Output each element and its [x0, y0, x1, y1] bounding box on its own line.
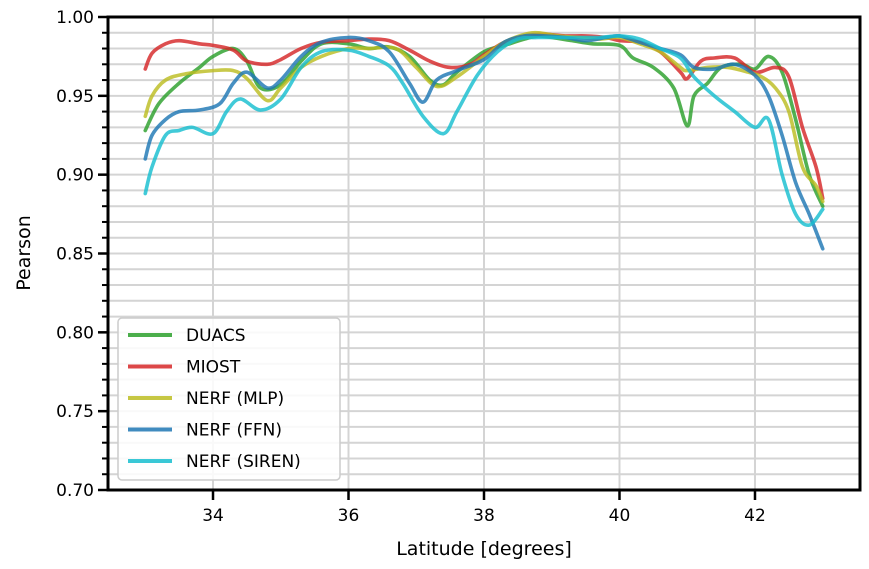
- legend-label: NERF (FFN): [186, 421, 282, 441]
- series-line-nerf-siren: [143, 34, 825, 228]
- x-tick-label: 42: [744, 506, 766, 526]
- y-tick-label: 0.70: [56, 481, 94, 501]
- x-tick-label: 34: [202, 506, 224, 526]
- y-tick-label: 0.95: [56, 87, 94, 107]
- legend-label: NERF (MLP): [186, 389, 284, 409]
- x-axis-label: Latitude [degrees]: [396, 538, 572, 560]
- y-tick-label: 0.90: [56, 166, 94, 186]
- series-line-nerf-ffn: [143, 33, 825, 251]
- series-layer: [143, 30, 825, 251]
- y-axis-label: Pearson: [13, 215, 35, 291]
- x-tick-label: 38: [473, 506, 495, 526]
- legend-label: DUACS: [186, 326, 246, 346]
- y-tick-label: 0.75: [56, 402, 94, 422]
- x-tick-label: 36: [338, 506, 360, 526]
- legend-label: NERF (SIREN): [186, 452, 301, 472]
- y-tick-label: 0.85: [56, 245, 94, 265]
- y-tick-label: 0.80: [56, 323, 94, 343]
- legend: DUACS MIOST NERF (MLP) NERF (FFN) NERF (SIRE…: [117, 317, 341, 481]
- legend-label: MIOST: [186, 358, 241, 378]
- y-tick-label: 1.00: [56, 8, 94, 28]
- x-tick-label: 40: [609, 506, 631, 526]
- axes-layer: 0.70 0.75 0.80 0.85 0.90 0.95 1.00 34 36 38 40 42: [56, 8, 862, 526]
- legend-box: [117, 317, 341, 481]
